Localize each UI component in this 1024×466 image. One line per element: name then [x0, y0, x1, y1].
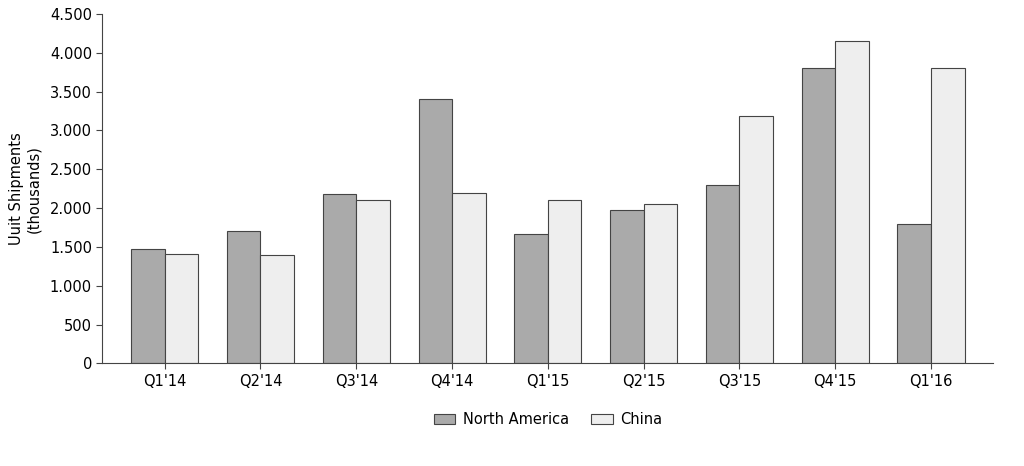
Bar: [739, 116, 773, 363]
Bar: [836, 41, 868, 363]
Bar: [419, 99, 452, 363]
Bar: [131, 248, 165, 363]
Bar: [548, 200, 582, 363]
Bar: [610, 211, 644, 363]
Y-axis label: Uuit Shipments
(thousands): Uuit Shipments (thousands): [9, 132, 41, 245]
Bar: [802, 69, 836, 363]
Legend: North America, China: North America, China: [428, 406, 668, 433]
Bar: [356, 200, 390, 363]
Bar: [452, 192, 485, 363]
Bar: [323, 194, 356, 363]
Bar: [897, 224, 931, 363]
Bar: [931, 69, 965, 363]
Bar: [227, 232, 260, 363]
Bar: [514, 234, 548, 363]
Bar: [165, 254, 199, 363]
Bar: [644, 204, 677, 363]
Bar: [260, 255, 294, 363]
Bar: [706, 185, 739, 363]
